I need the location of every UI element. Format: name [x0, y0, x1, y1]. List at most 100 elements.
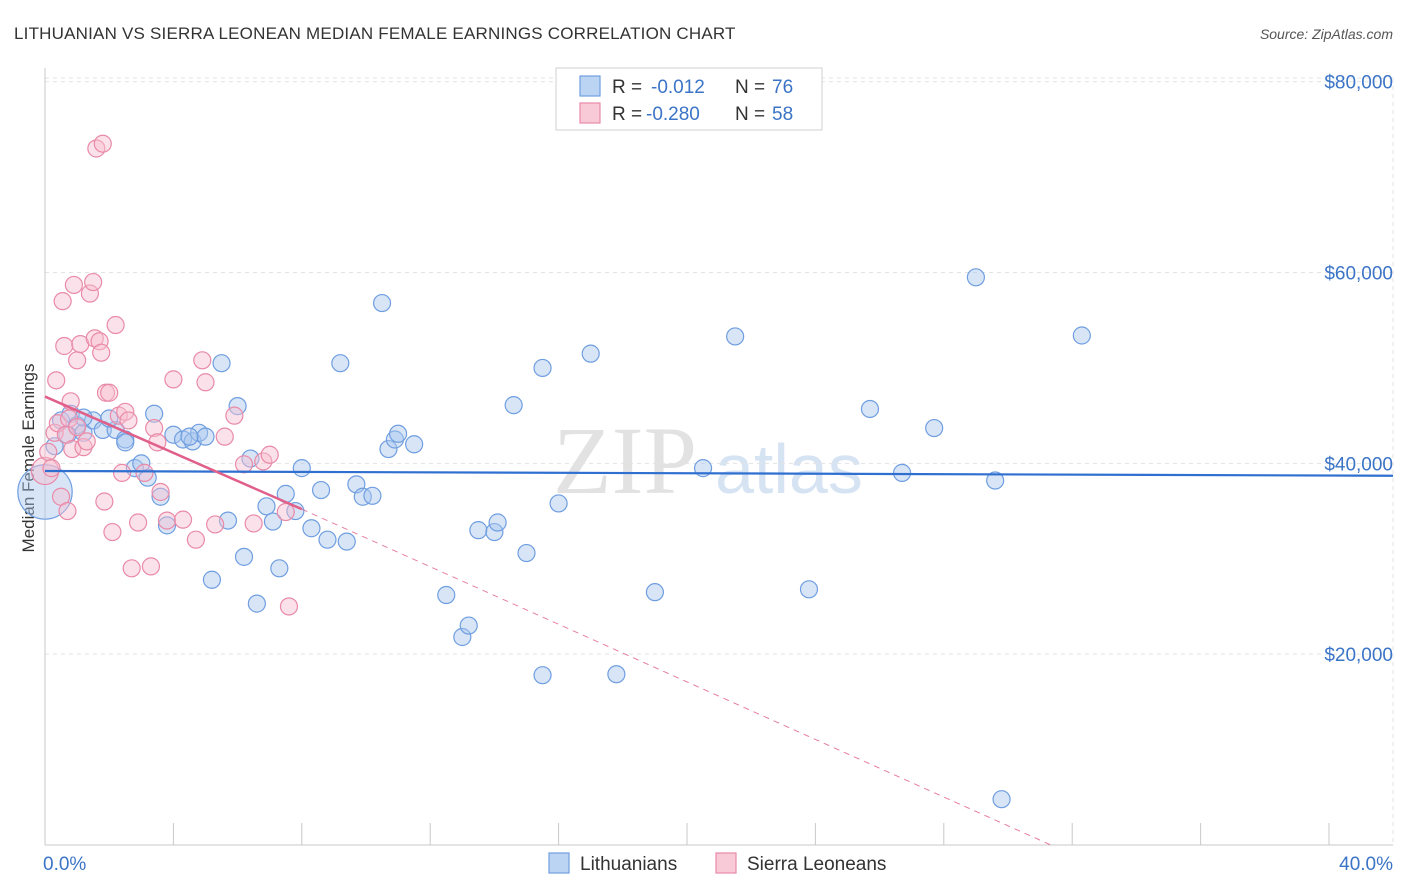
point-lithuanians-67	[992, 790, 1011, 809]
point-lithuanians-48	[469, 521, 488, 540]
series-legend-label-sierra-leoneans: Sierra Leoneans	[747, 854, 886, 875]
trend-line-lithuanians	[44, 469, 1394, 477]
point-sierra-leoneans-3	[45, 423, 64, 442]
x-tick-label-min: 0.0%	[43, 854, 86, 875]
point-lithuanians-36	[337, 532, 356, 551]
point-sierra-leoneans-18	[74, 438, 93, 457]
legend-n-value-sierra-leoneans: 58	[772, 104, 793, 125]
point-lithuanians-46	[453, 627, 472, 647]
point-sierra-leoneans-49	[206, 515, 225, 534]
point-sierra-leoneans-37	[128, 513, 148, 532]
point-lithuanians-13	[157, 516, 177, 535]
point-sierra-leoneans-42	[151, 482, 170, 502]
series-legend: Lithuanians Sierra Leoneans	[548, 852, 886, 875]
chart-source: Source: ZipAtlas.com	[1260, 26, 1393, 42]
point-lithuanians-12	[151, 487, 170, 506]
trend-line-sierra-leoneans	[44, 395, 303, 511]
axes	[44, 68, 1393, 846]
point-sierra-leoneans-55	[260, 445, 279, 464]
point-lithuanians-64	[925, 418, 944, 438]
point-lithuanians-26	[257, 497, 276, 516]
point-sierra-leoneans-56	[276, 502, 295, 522]
watermark-atlas: atlas	[715, 430, 863, 508]
legend-swatch-sierra-leoneans	[579, 102, 601, 124]
point-lithuanians-74	[116, 433, 135, 452]
point-sierra-leoneans-45	[173, 510, 193, 529]
legend-n-label-lithuanians: N =	[735, 77, 765, 98]
point-sierra-leoneans-39	[141, 557, 161, 576]
point-lithuanians-57	[607, 665, 626, 684]
y-tick-labels: $20,000 $40,000 $60,000 $80,000	[1324, 73, 1393, 666]
point-lithuanians-53	[533, 358, 552, 378]
point-sierra-leoneans-2	[42, 459, 61, 478]
point-sierra-leoneans-54	[254, 452, 273, 471]
point-sierra-leoneans-40	[145, 418, 164, 438]
point-lithuanians-63	[892, 463, 912, 482]
point-sierra-leoneans-38	[135, 463, 154, 482]
point-lithuanians-20	[212, 354, 231, 373]
point-lithuanians-50	[488, 513, 507, 532]
point-sierra-leoneans-24	[90, 332, 109, 351]
point-lithuanians-42	[385, 430, 404, 449]
trend-line-sierra-leoneans-extrapolated	[301, 508, 1052, 846]
point-lithuanians-0	[17, 464, 73, 520]
point-lithuanians-35	[331, 354, 350, 373]
point-lithuanians-38	[353, 487, 372, 506]
point-lithuanians-28	[270, 559, 289, 578]
legend-swatch-lithuanians	[579, 75, 601, 97]
point-sierra-leoneans-53	[244, 514, 263, 533]
point-lithuanians-58	[645, 583, 665, 602]
point-lithuanians-66	[986, 471, 1005, 490]
point-sierra-leoneans-47	[193, 351, 212, 370]
point-sierra-leoneans-25	[92, 343, 111, 362]
y-tick-label-0: $20,000	[1324, 645, 1393, 666]
legend-r-value-lithuanians: -0.012	[651, 77, 705, 98]
series-legend-label-lithuanians: Lithuanians	[580, 854, 677, 875]
point-lithuanians-32	[302, 519, 321, 538]
point-sierra-leoneans-26	[93, 134, 112, 153]
point-lithuanians-40	[372, 293, 392, 313]
point-sierra-leoneans-4	[47, 371, 66, 390]
point-lithuanians-45	[437, 585, 456, 605]
point-sierra-leoneans-57	[279, 597, 299, 616]
point-sierra-leoneans-51	[225, 406, 244, 425]
point-lithuanians-55	[549, 494, 568, 513]
point-lithuanians-44	[405, 435, 424, 454]
point-lithuanians-75	[180, 427, 199, 446]
point-lithuanians-11	[145, 404, 164, 423]
point-sierra-leoneans-20	[80, 284, 100, 303]
point-lithuanians-39	[363, 486, 382, 505]
y-tick-label-1: $40,000	[1324, 454, 1393, 475]
point-sierra-leoneans-33	[112, 463, 132, 482]
point-lithuanians-56	[581, 344, 600, 363]
grid-lines	[45, 77, 1394, 845]
point-lithuanians-27	[263, 512, 283, 531]
point-lithuanians-25	[247, 594, 266, 613]
point-sierra-leoneans-48	[196, 373, 215, 392]
point-lithuanians-51	[504, 396, 523, 415]
x-tick-label-max: 40.0%	[1339, 854, 1393, 875]
point-sierra-leoneans-13	[63, 439, 82, 459]
point-lithuanians-68	[1072, 326, 1091, 345]
y-tick-label-3: $80,000	[1324, 73, 1393, 94]
point-lithuanians-47	[459, 616, 478, 635]
point-lithuanians-22	[228, 397, 247, 416]
point-lithuanians-18	[196, 427, 215, 446]
point-lithuanians-41	[379, 439, 398, 459]
point-sierra-leoneans-16	[67, 417, 87, 437]
point-sierra-leoneans-14	[64, 275, 83, 295]
chart-title: LITHUANIAN VS SIERRA LEONEAN MEDIAN FEMA…	[14, 24, 736, 43]
legend-r-value-sierra-leoneans: -0.280	[646, 104, 700, 125]
point-sierra-leoneans-7	[53, 292, 72, 311]
point-lithuanians-23	[234, 547, 254, 566]
point-sierra-leoneans-15	[67, 351, 87, 370]
legend-r-label-sierra-leoneans: R =	[612, 104, 642, 125]
point-lithuanians-19	[202, 570, 222, 589]
point-sierra-leoneans-36	[122, 559, 141, 578]
point-sierra-leoneans-10	[58, 501, 77, 521]
series-legend-swatch-sierra-leoneans	[715, 852, 737, 874]
point-sierra-leoneans-44	[164, 370, 183, 389]
point-lithuanians-61	[799, 580, 819, 599]
legend-r-label-lithuanians: R =	[612, 77, 642, 98]
